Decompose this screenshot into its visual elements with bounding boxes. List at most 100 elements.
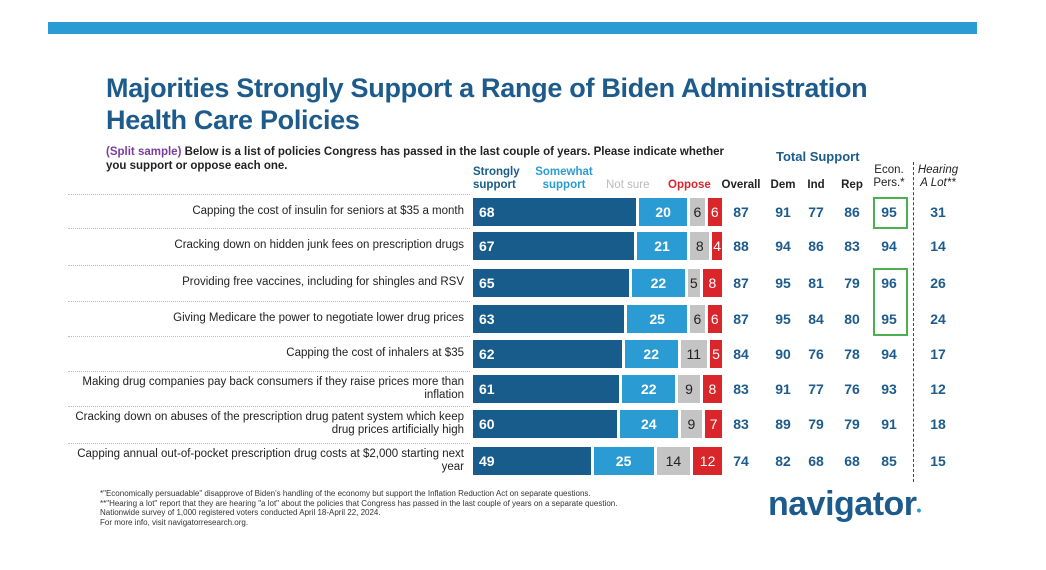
bar-oppose: 4: [712, 232, 722, 260]
bar-somewhat-support: 21: [636, 232, 688, 260]
row-divider: [68, 228, 470, 229]
column-header: Ind: [807, 179, 825, 191]
table-cell-0: 84: [733, 346, 749, 362]
table-cell-1: 91: [775, 204, 791, 220]
row-divider: [68, 194, 470, 195]
table-cell-4: 94: [881, 346, 897, 362]
table-cell-5: 15: [930, 453, 946, 469]
row-label: Capping annual out-of-pocket prescriptio…: [77, 448, 464, 473]
table-cell-0: 83: [733, 416, 749, 432]
legend-oppose: Oppose: [668, 179, 711, 191]
legend-not-sure: Not sure: [606, 179, 650, 191]
bar-somewhat-support: 25: [627, 305, 688, 333]
column-header: Econ. Pers.*: [873, 164, 905, 189]
top-band: [48, 22, 977, 34]
table-cell-2: 79: [808, 416, 824, 432]
footnotes: *"Economically persuadable" disapprove o…: [100, 489, 617, 527]
bar-not-sure: 11: [680, 340, 707, 368]
table-cell-5: 26: [930, 275, 946, 291]
row-label: Providing free vaccines, including for s…: [182, 276, 464, 288]
table-cell-2: 84: [808, 311, 824, 327]
footnote: **"Hearing a lot" report that they are h…: [100, 498, 618, 508]
row-label: Making drug companies pay back consumers…: [82, 376, 464, 401]
bar-strongly-support: 68: [473, 198, 637, 226]
bar-strongly-support: 60: [473, 410, 617, 438]
bar-somewhat-support: 22: [622, 375, 676, 403]
column-header: Dem: [770, 179, 796, 191]
row-divider: [68, 371, 470, 372]
bar-somewhat-support: 20: [639, 198, 688, 226]
bar-not-sure: 9: [680, 410, 703, 438]
table-cell-5: 12: [930, 381, 946, 397]
bar-strongly-support: 65: [473, 269, 629, 297]
column-header: Hearing A Lot**: [917, 164, 959, 189]
question-body: Below is a list of policies Congress has…: [106, 146, 725, 172]
table-cell-0: 83: [733, 381, 749, 397]
table-cell-1: 90: [775, 346, 791, 362]
bar-oppose: 6: [707, 198, 722, 226]
bar-strongly-support: 61: [473, 375, 620, 403]
bar-strongly-support: 49: [473, 447, 591, 475]
table-cell-0: 87: [733, 311, 749, 327]
bar-not-sure: 6: [690, 198, 705, 226]
row-label: Cracking down on hidden junk fees on pre…: [174, 239, 464, 251]
table-cell-2: 77: [808, 381, 824, 397]
table-cell-1: 95: [775, 275, 791, 291]
table-cell-3: 86: [844, 204, 860, 220]
table-cell-3: 79: [844, 275, 860, 291]
highlight-box: [873, 197, 908, 229]
divider-line: [913, 162, 914, 482]
bar-not-sure: 6: [690, 305, 705, 333]
table-cell-2: 76: [808, 346, 824, 362]
highlight-box: [873, 268, 908, 336]
bar-oppose: 8: [702, 375, 722, 403]
table-cell-0: 87: [733, 204, 749, 220]
bar-oppose: 7: [705, 410, 722, 438]
total-support-header: Total Support: [776, 149, 860, 164]
table-cell-4: 91: [881, 416, 897, 432]
bar-oppose: 6: [707, 305, 722, 333]
column-header: Overall: [721, 179, 761, 191]
table-cell-5: 31: [930, 204, 946, 220]
table-cell-1: 82: [775, 453, 791, 469]
table-cell-2: 81: [808, 275, 824, 291]
legend-somewhat: Somewhat support: [535, 166, 593, 191]
table-cell-3: 79: [844, 416, 860, 432]
footnote: *"Economically persuadable" disapprove o…: [100, 489, 591, 498]
table-cell-5: 24: [930, 311, 946, 327]
row-divider: [68, 443, 470, 444]
table-cell-2: 86: [808, 238, 824, 254]
table-cell-3: 83: [844, 238, 860, 254]
table-cell-1: 94: [775, 238, 791, 254]
table-cell-4: 94: [881, 238, 897, 254]
legend-strongly: Strongly support: [473, 166, 520, 191]
bar-not-sure: 14: [656, 447, 691, 475]
bar-somewhat-support: 22: [632, 269, 685, 297]
bar-strongly-support: 63: [473, 305, 625, 333]
table-cell-4: 96: [881, 275, 897, 291]
footnote: Nationwide survey of 1,000 registered vo…: [100, 508, 381, 517]
row-label: Giving Medicare the power to negotiate l…: [173, 312, 464, 324]
table-cell-1: 89: [775, 416, 791, 432]
table-cell-1: 95: [775, 311, 791, 327]
bar-somewhat-support: 25: [593, 447, 654, 475]
table-cell-3: 78: [844, 346, 860, 362]
bar-oppose: 8: [702, 269, 722, 297]
table-cell-4: 93: [881, 381, 897, 397]
table-cell-2: 68: [808, 453, 824, 469]
logo-text: navigator: [768, 485, 917, 523]
table-cell-0: 87: [733, 275, 749, 291]
logo-dot: •: [916, 502, 922, 518]
row-divider: [68, 336, 470, 337]
row-divider: [68, 265, 470, 266]
table-cell-5: 14: [930, 238, 946, 254]
row-label: Cracking down on abuses of the prescript…: [75, 411, 464, 436]
table-cell-0: 74: [733, 453, 749, 469]
bar-not-sure: 8: [690, 232, 710, 260]
bar-not-sure: 9: [678, 375, 700, 403]
table-cell-3: 80: [844, 311, 860, 327]
table-cell-1: 91: [775, 381, 791, 397]
table-cell-0: 88: [733, 238, 749, 254]
column-header: Rep: [841, 179, 863, 191]
